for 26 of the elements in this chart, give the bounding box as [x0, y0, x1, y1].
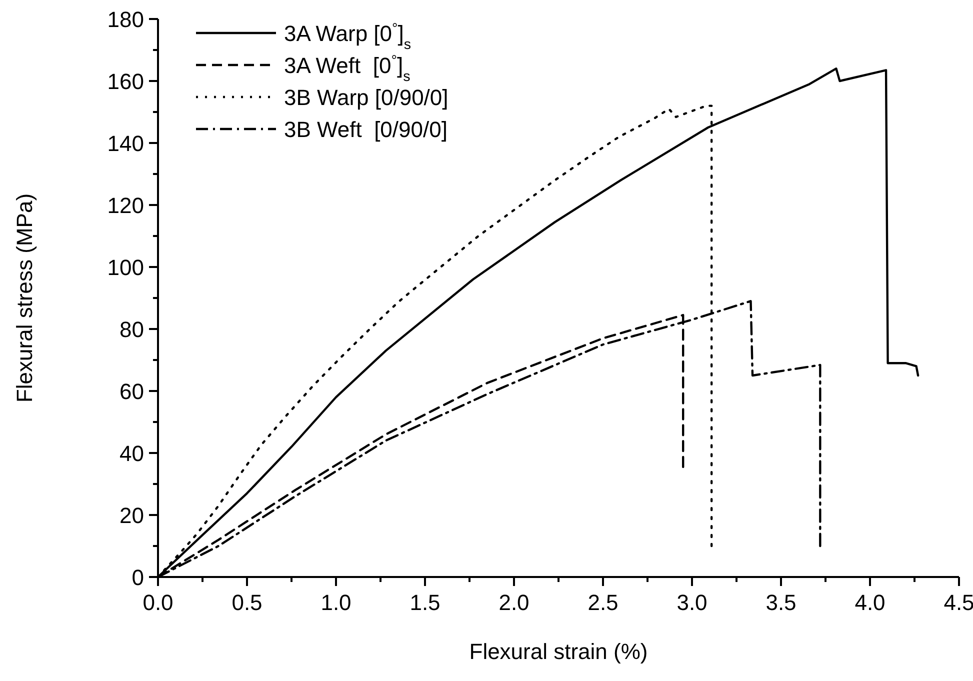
x-tick-label: 3.5 [766, 590, 796, 615]
y-tick-label: 40 [120, 441, 144, 466]
legend-label: 3B Weft [0/90/0] [284, 117, 448, 142]
legend-label: 3A Warp [0$^{°}$]$_{s}$ [284, 21, 412, 53]
y-tick-label: 0 [132, 565, 144, 590]
y-tick-label: 100 [107, 255, 144, 280]
x-tick-label: 2.0 [498, 590, 530, 615]
x-tick-label: 0.0 [142, 590, 174, 615]
x-tick-label: 4.5 [944, 590, 973, 615]
x-tick-label: 3.0 [676, 590, 708, 615]
x-axis-title: Flexural strain (%) [469, 639, 648, 664]
x-tick-label: 2.5 [588, 590, 618, 615]
x-tick-label: 4.0 [854, 590, 886, 615]
legend-label: 3B Warp [0/90/0] [284, 85, 448, 110]
y-tick-label: 160 [107, 69, 144, 94]
x-tick-label: 1.5 [410, 590, 440, 615]
y-tick-label: 140 [107, 131, 144, 156]
y-tick-label: 180 [107, 7, 144, 32]
y-axis-title: Flexural stress (MPa) [12, 193, 37, 403]
x-tick-label: 1.0 [320, 590, 352, 615]
y-tick-label: 80 [120, 317, 144, 342]
y-tick-label: 120 [107, 193, 144, 218]
y-tick-label: 20 [120, 503, 144, 528]
y-tick-label: 60 [120, 379, 144, 404]
x-tick-label: 0.5 [232, 590, 262, 615]
legend-label: 3A Weft [0$^{°}$]$_{s}$ [284, 53, 410, 85]
